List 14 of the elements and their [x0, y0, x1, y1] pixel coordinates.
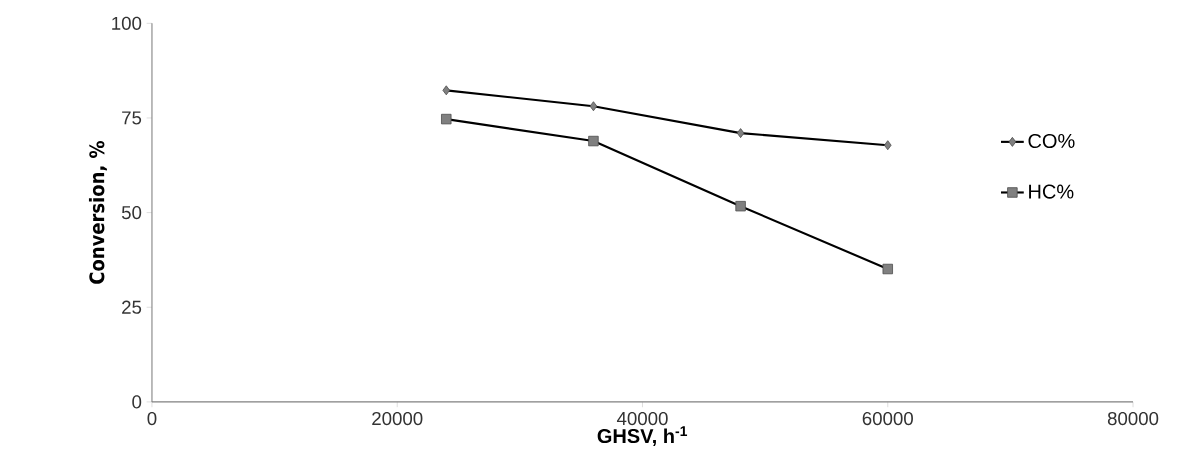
x-tick-label: 80000: [1107, 411, 1159, 426]
x-tick-label: 60000: [862, 411, 913, 426]
y-tick-label: 25: [122, 300, 142, 314]
y-tick-label: 0: [132, 395, 142, 409]
x-axis-title: GHSV, h$^{-1}$: [597, 426, 688, 447]
y-axis-title: Conversion, %: [88, 141, 107, 284]
y-tick-label: 50: [121, 206, 142, 220]
legend-label: CO%: [1028, 133, 1075, 149]
y-tick-label: 100: [112, 16, 142, 30]
legend-label: HC%: [1029, 184, 1074, 199]
y-tick-label: 75: [122, 111, 142, 125]
x-tick-label: 0: [147, 411, 157, 426]
x-tick-label: 20000: [372, 411, 423, 426]
x-tick-label: 40000: [616, 411, 668, 426]
